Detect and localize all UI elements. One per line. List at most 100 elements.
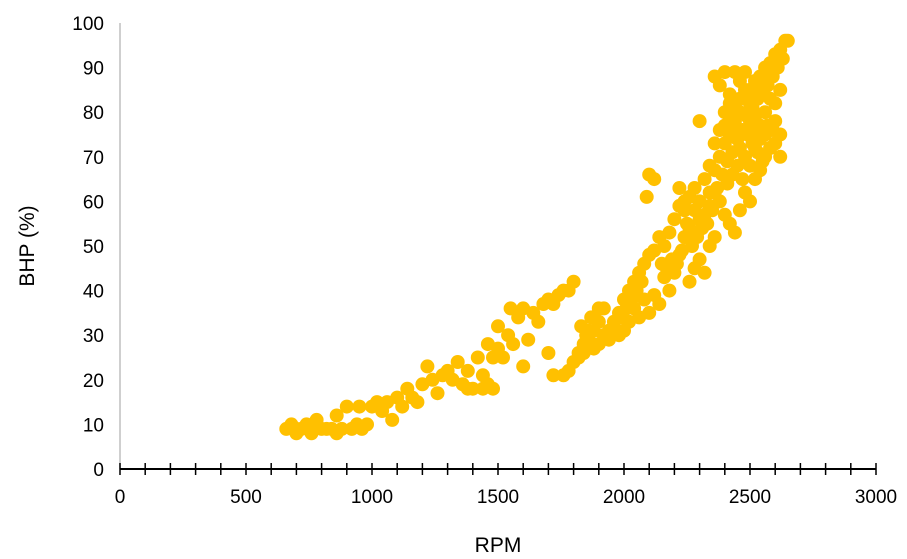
y-axis-title: BHP (%) [16,205,39,286]
data-point [662,283,677,298]
data-point [677,194,692,209]
x-tick-label: 2500 [729,487,771,508]
data-point [705,203,720,218]
data-point [712,78,727,93]
data-point [755,154,770,169]
data-point [503,301,518,316]
data-point [475,381,490,396]
data-point [329,408,344,423]
data-point [657,239,672,253]
data-point [546,368,561,383]
data-point [450,355,465,369]
data-point [647,172,662,187]
x-axis-ticks [119,463,877,475]
y-tick-label: 30 [83,326,104,347]
data-point [682,274,697,289]
data-point [773,127,788,142]
data-point [672,181,687,195]
data-point [329,426,344,441]
y-tick-label: 40 [83,282,104,303]
data-point [773,82,788,97]
y-tick-label: 100 [72,14,104,35]
y-tick-label: 10 [83,415,104,436]
data-point [571,350,586,365]
x-tick-label: 2000 [603,487,645,508]
data-point [738,82,752,97]
x-axis-title: RPM [475,534,522,557]
x-tick-label: 0 [115,487,126,508]
data-point [675,243,689,258]
data-point [707,136,722,151]
data-point [773,149,788,164]
data-point [566,274,581,289]
data-point [702,158,717,173]
data-point [680,216,694,231]
data-point [506,337,521,352]
data-point [700,216,715,231]
data-point [667,212,682,227]
data-point [639,189,654,204]
data-point [743,158,757,173]
data-point [730,158,745,173]
data-point [385,412,400,427]
x-tick-label: 3000 [855,487,897,508]
data-point [584,310,599,325]
data-point [760,118,775,133]
data-point [304,426,319,441]
data-point [732,203,747,218]
y-tick-label: 80 [83,103,104,124]
data-point [410,395,425,410]
data-point [735,172,750,187]
data-point [541,346,556,360]
data-point [687,261,702,276]
y-tick-labels: 0 10 20 30 40 50 60 70 80 90 100 [72,14,104,481]
data-point [743,194,757,209]
data-point [339,399,354,414]
y-tick-label: 90 [83,59,104,80]
y-tick-label: 0 [93,460,104,481]
data-point [420,359,435,374]
data-point [758,105,773,120]
data-point [768,96,783,111]
y-tick-label: 20 [83,371,104,392]
data-point [521,332,536,347]
data-point [289,426,304,441]
data-point [634,274,649,289]
data-point [460,381,475,396]
data-point [697,172,712,187]
data-point [727,225,742,240]
data-point [480,337,495,352]
data-point [624,292,639,307]
data-point [717,65,732,80]
data-point [662,225,677,240]
data-point [574,319,589,334]
y-tick-label: 70 [83,148,104,169]
data-point [748,123,762,137]
y-tick-label: 60 [83,192,104,213]
data-point [775,51,790,66]
x-tick-labels: 0 500 1000 1500 2000 2500 3000 [115,487,897,508]
data-point [491,319,505,334]
x-tick-label: 1000 [351,487,393,508]
data-point [707,230,722,245]
data-point [496,350,510,365]
data-point [360,417,374,432]
plot-points [279,33,795,441]
data-point [531,314,546,329]
data-point [395,399,410,414]
x-tick-label: 1500 [477,487,519,508]
data-point [460,363,475,378]
data-point [470,350,485,365]
y-tick-label: 50 [83,237,104,258]
data-point [486,381,500,396]
data-point [654,256,669,271]
data-point [780,33,795,48]
data-point [692,114,707,129]
data-point [687,203,702,218]
data-point [687,181,702,195]
data-point [430,386,445,401]
data-point [352,399,367,414]
data-point [738,65,752,80]
x-tick-label: 500 [230,487,262,508]
